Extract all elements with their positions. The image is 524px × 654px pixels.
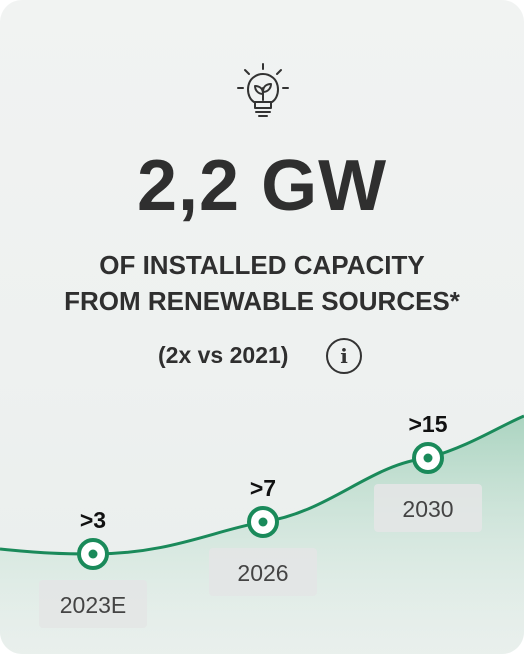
subtitle-line-1: OF INSTALLED CAPACITY [99,250,425,280]
info-icon: i [340,344,348,368]
info-button[interactable]: i [326,338,362,374]
category-label: 2023E [60,592,127,618]
lightbulb-leaf-icon [237,63,289,117]
category-label-box [209,548,317,596]
category-label-box [374,484,482,532]
data-point-dot [258,517,268,527]
data-point-dot [88,549,98,559]
category-label-box [39,580,147,628]
category-label: 2026 [237,560,288,586]
value-label: >7 [250,475,276,501]
value-label: >15 [408,411,447,437]
category-label: 2030 [402,496,453,522]
headline-value: 2,2 GW [136,146,388,226]
value-label: >3 [80,507,106,533]
data-point-dot [423,453,433,463]
subtitle-line-2: FROM RENEWABLE SOURCES* [64,286,460,316]
comparison-text: (2x vs 2021) [158,342,289,368]
